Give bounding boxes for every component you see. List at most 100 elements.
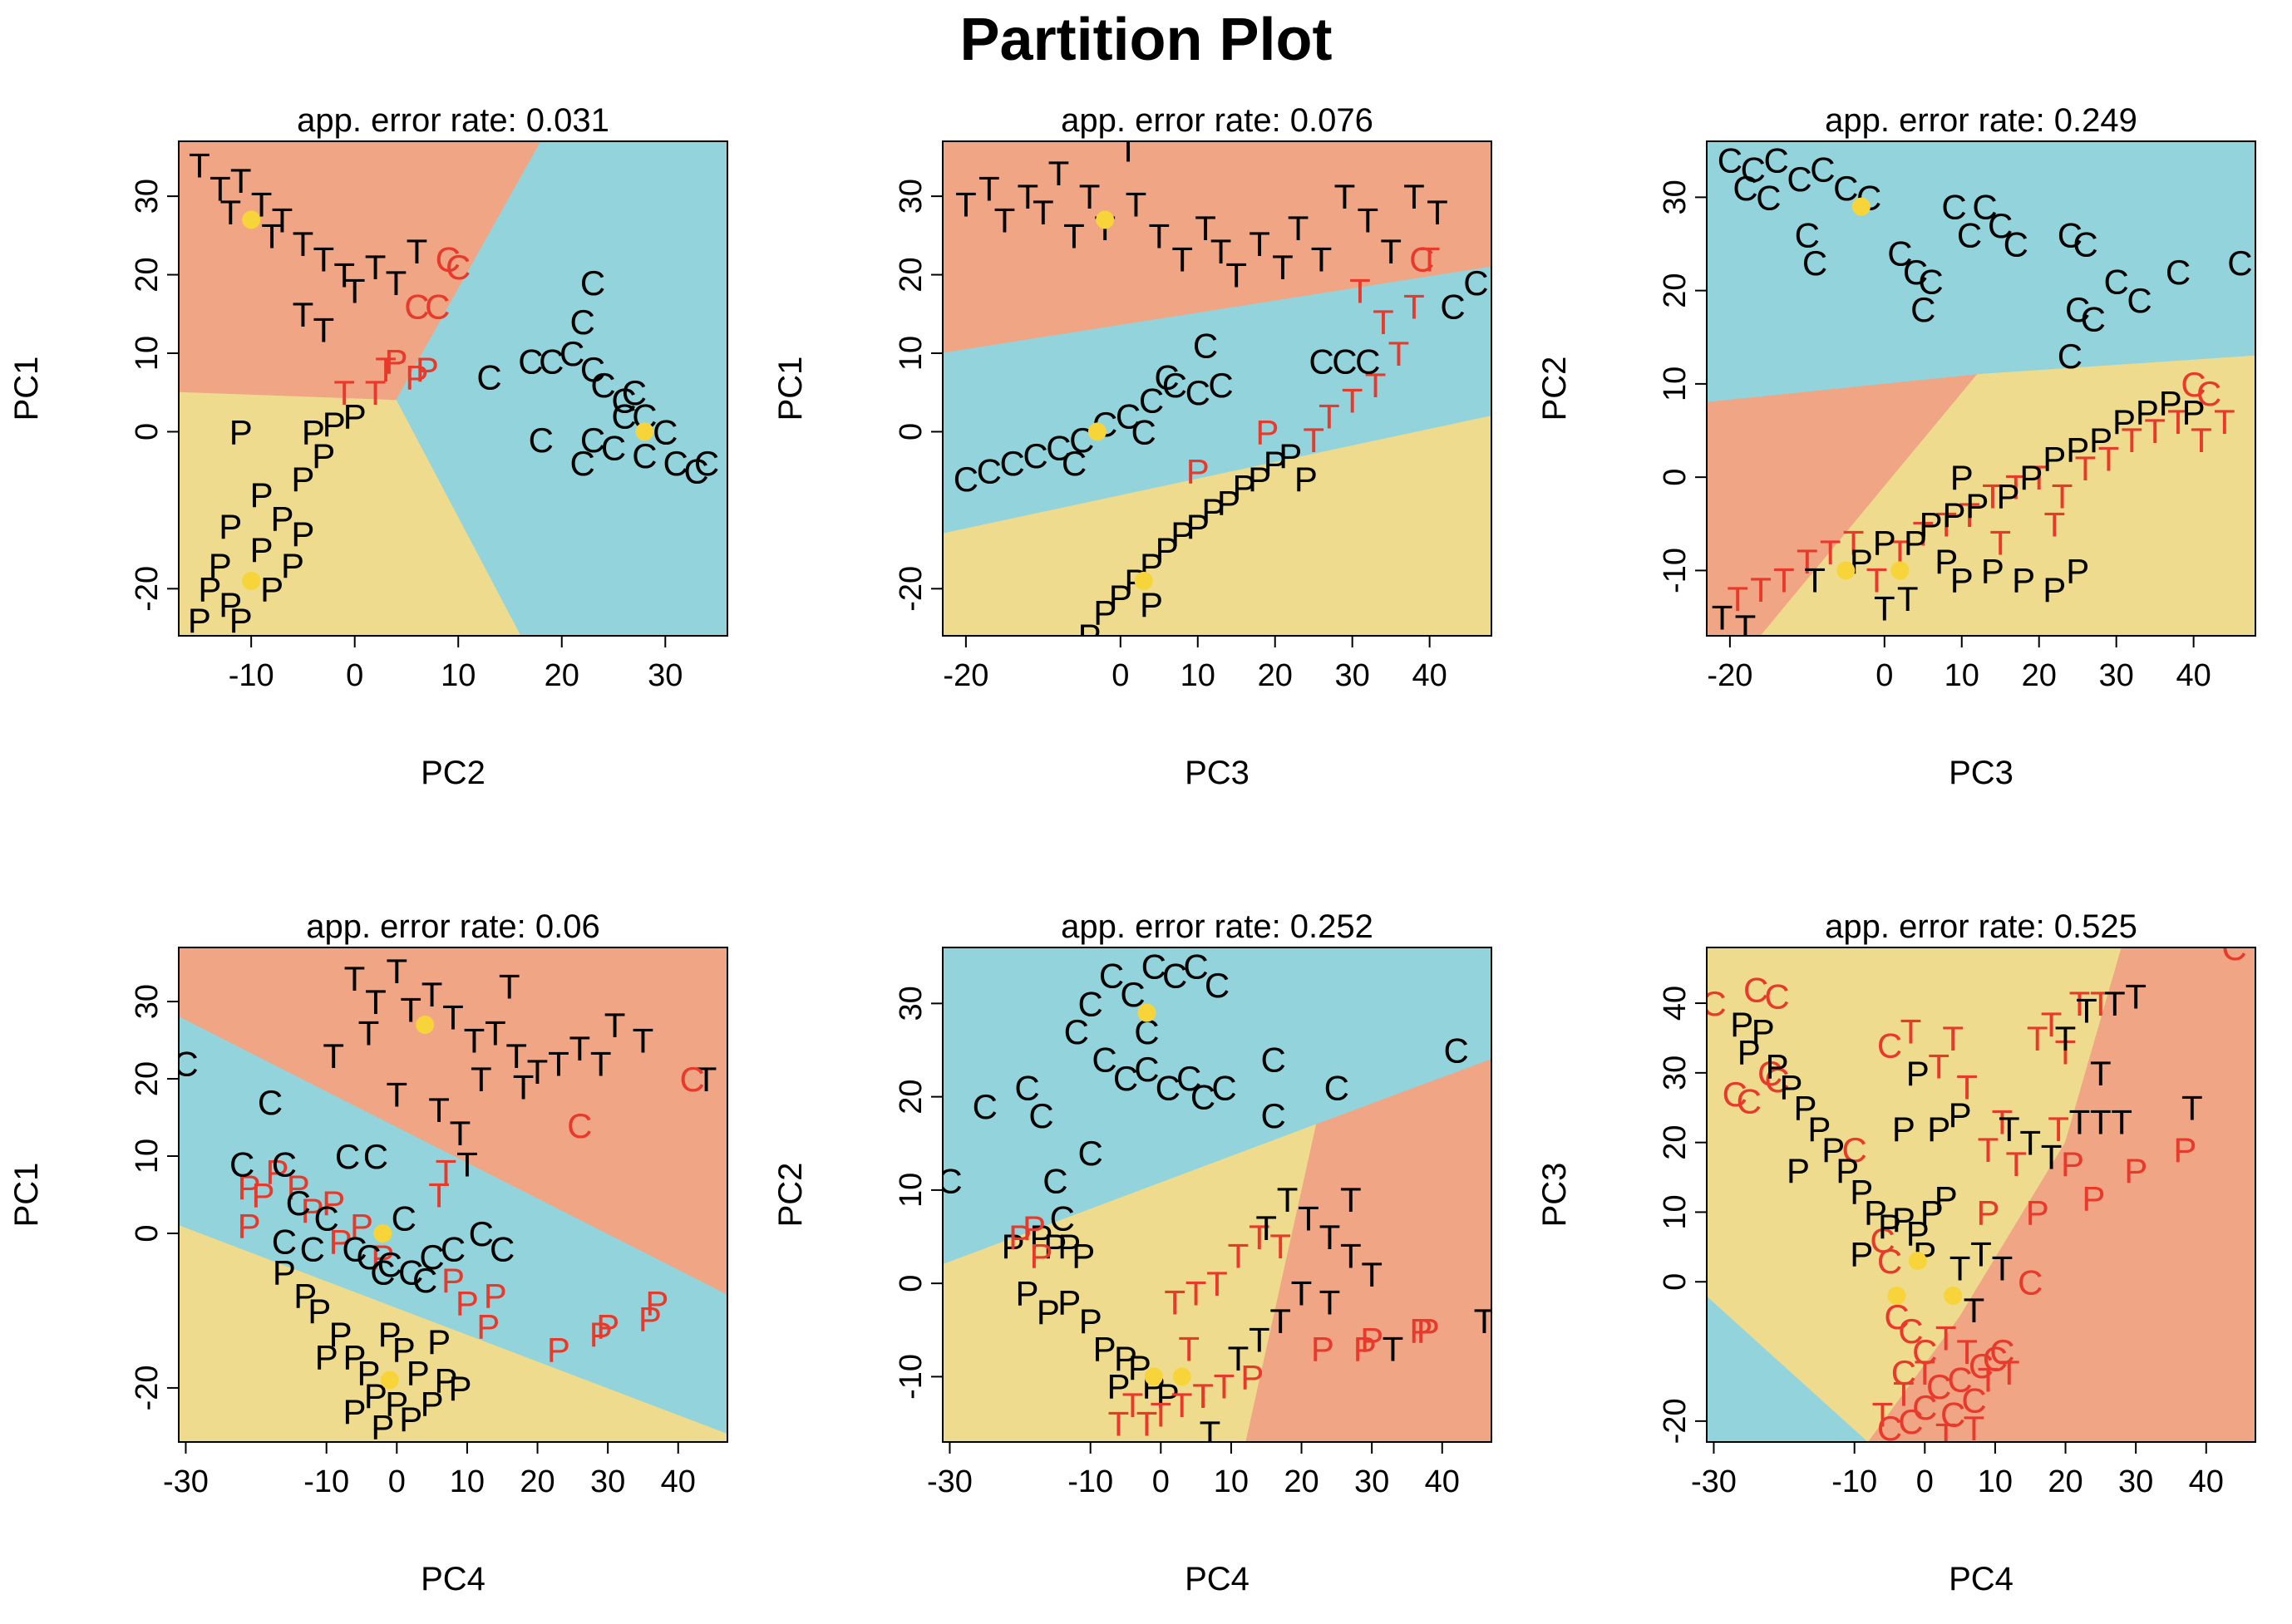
y-axis-label: PC1 (8, 1163, 45, 1228)
point-T: T (450, 1114, 471, 1153)
y-axis: -10 0 10 20 30 (1658, 180, 1707, 593)
x-tick-label: 0 (1916, 1464, 1934, 1499)
point-P: P (291, 460, 314, 499)
y-tick-label: -10 (894, 1354, 929, 1400)
point-T: T (1150, 1395, 1171, 1434)
point-T: T (442, 998, 464, 1037)
point-T: T (1999, 1353, 2020, 1392)
point-C: C (370, 1253, 395, 1292)
point-T: T (1342, 381, 1363, 421)
x-tick-label: 0 (1875, 658, 1893, 693)
point-P: P (1892, 1110, 1915, 1149)
point-P: P (1311, 1330, 1334, 1369)
point-P: P (1807, 1110, 1831, 1149)
point-T: T (1319, 1283, 1341, 1322)
plot-subtitle: app. error rate: 0.06 (306, 908, 600, 945)
point-T: T (365, 248, 387, 287)
point-P: P (1779, 1068, 1802, 1107)
point-T: T (1225, 256, 1247, 295)
point-P: P (2019, 458, 2043, 497)
point-T: T (1291, 1273, 1313, 1312)
point-P: P (1279, 436, 1302, 475)
point-C: C (1891, 1353, 1916, 1392)
point-C: C (1078, 984, 1103, 1023)
y-tick-label: 10 (1658, 1194, 1693, 1229)
point-C: C (2058, 337, 2083, 376)
point-T: T (1340, 1237, 1362, 1276)
point-C: C (567, 1106, 592, 1145)
point-C: C (611, 397, 636, 436)
point-P: P (1935, 1179, 1958, 1218)
point-T: T (219, 193, 241, 232)
point-T: T (1033, 193, 1054, 232)
y-tick-label: -20 (1658, 1398, 1693, 1444)
y-axis: -10 0 10 20 30 (894, 986, 943, 1400)
point-C: C (1701, 984, 1726, 1023)
centroid-marker (1851, 197, 1871, 216)
point-P: P (638, 1299, 662, 1338)
point-P: P (1057, 1227, 1081, 1266)
point-C: C (1444, 1031, 1469, 1070)
region-P (179, 391, 521, 636)
y-tick-label: 0 (1658, 1273, 1693, 1291)
y-tick-label: 30 (130, 179, 165, 214)
y-tick-label: 0 (894, 423, 929, 440)
point-C: C (398, 1253, 423, 1292)
point-T: T (2005, 1144, 2027, 1184)
y-axis-label: PC2 (1536, 357, 1573, 421)
point-C: C (2104, 262, 2129, 301)
region-P (943, 1124, 1317, 1442)
point-C: C (539, 342, 564, 381)
point-T: T (1914, 1353, 1935, 1392)
point-T: T (293, 224, 314, 263)
point-T: T (1403, 287, 1425, 326)
point-P: P (421, 1385, 444, 1424)
point-T: T (1935, 1318, 1957, 1357)
point-C: C (1988, 206, 2013, 245)
y-tick-label: 30 (894, 986, 929, 1021)
point-T: T (1992, 1103, 2014, 1142)
point-C: C (663, 444, 688, 483)
x-tick-label: 0 (1152, 1464, 1170, 1499)
point-P: P (1156, 530, 1179, 569)
point-P: P (1072, 1237, 1095, 1276)
point-C: C (1162, 366, 1187, 405)
point-P: P (1850, 1172, 1873, 1211)
y-tick-label: 10 (894, 336, 929, 371)
point-T: T (386, 1075, 407, 1115)
point-T: T (293, 295, 314, 334)
x-tick-label: -10 (1831, 1464, 1877, 1499)
region-C (1707, 141, 2255, 403)
point-T: T (1117, 130, 1139, 169)
point-P: P (323, 405, 346, 444)
point-T: T (1079, 177, 1101, 216)
panel-1: app. error rate: 0.031 T T T T T T T T T T T T T T T T T T… (0, 100, 764, 848)
point-P: P (1240, 1357, 1264, 1396)
point-P: P (1360, 1321, 1383, 1360)
centroid-marker (1137, 1003, 1156, 1022)
y-tick-label: 10 (894, 1173, 929, 1208)
point-P: P (378, 1315, 402, 1354)
point-T: T (1797, 542, 1818, 581)
point-C: C (1718, 141, 1742, 180)
point-T: T (499, 967, 520, 1006)
point-C: C (1733, 169, 1757, 208)
point-T: T (1303, 421, 1324, 460)
point-P: P (2182, 393, 2206, 432)
point-T: T (1357, 200, 1378, 239)
point-C: C (1918, 262, 1943, 301)
point-T: T (1272, 248, 1294, 287)
y-tick-label: 40 (1658, 986, 1693, 1021)
point-C: C (1190, 1078, 1215, 1117)
point-T: T (2055, 1033, 2077, 1072)
point-C: C (1208, 366, 1233, 405)
point-C: C (2081, 299, 2106, 338)
point-C: C (2004, 225, 2028, 264)
region-T (1707, 374, 1979, 636)
point-T: T (1380, 232, 1402, 271)
point-P: P (1950, 561, 1974, 600)
point-C: C (1205, 966, 1230, 1005)
x-axis-label: PC2 (421, 755, 486, 791)
point-C: C (1028, 1096, 1053, 1135)
